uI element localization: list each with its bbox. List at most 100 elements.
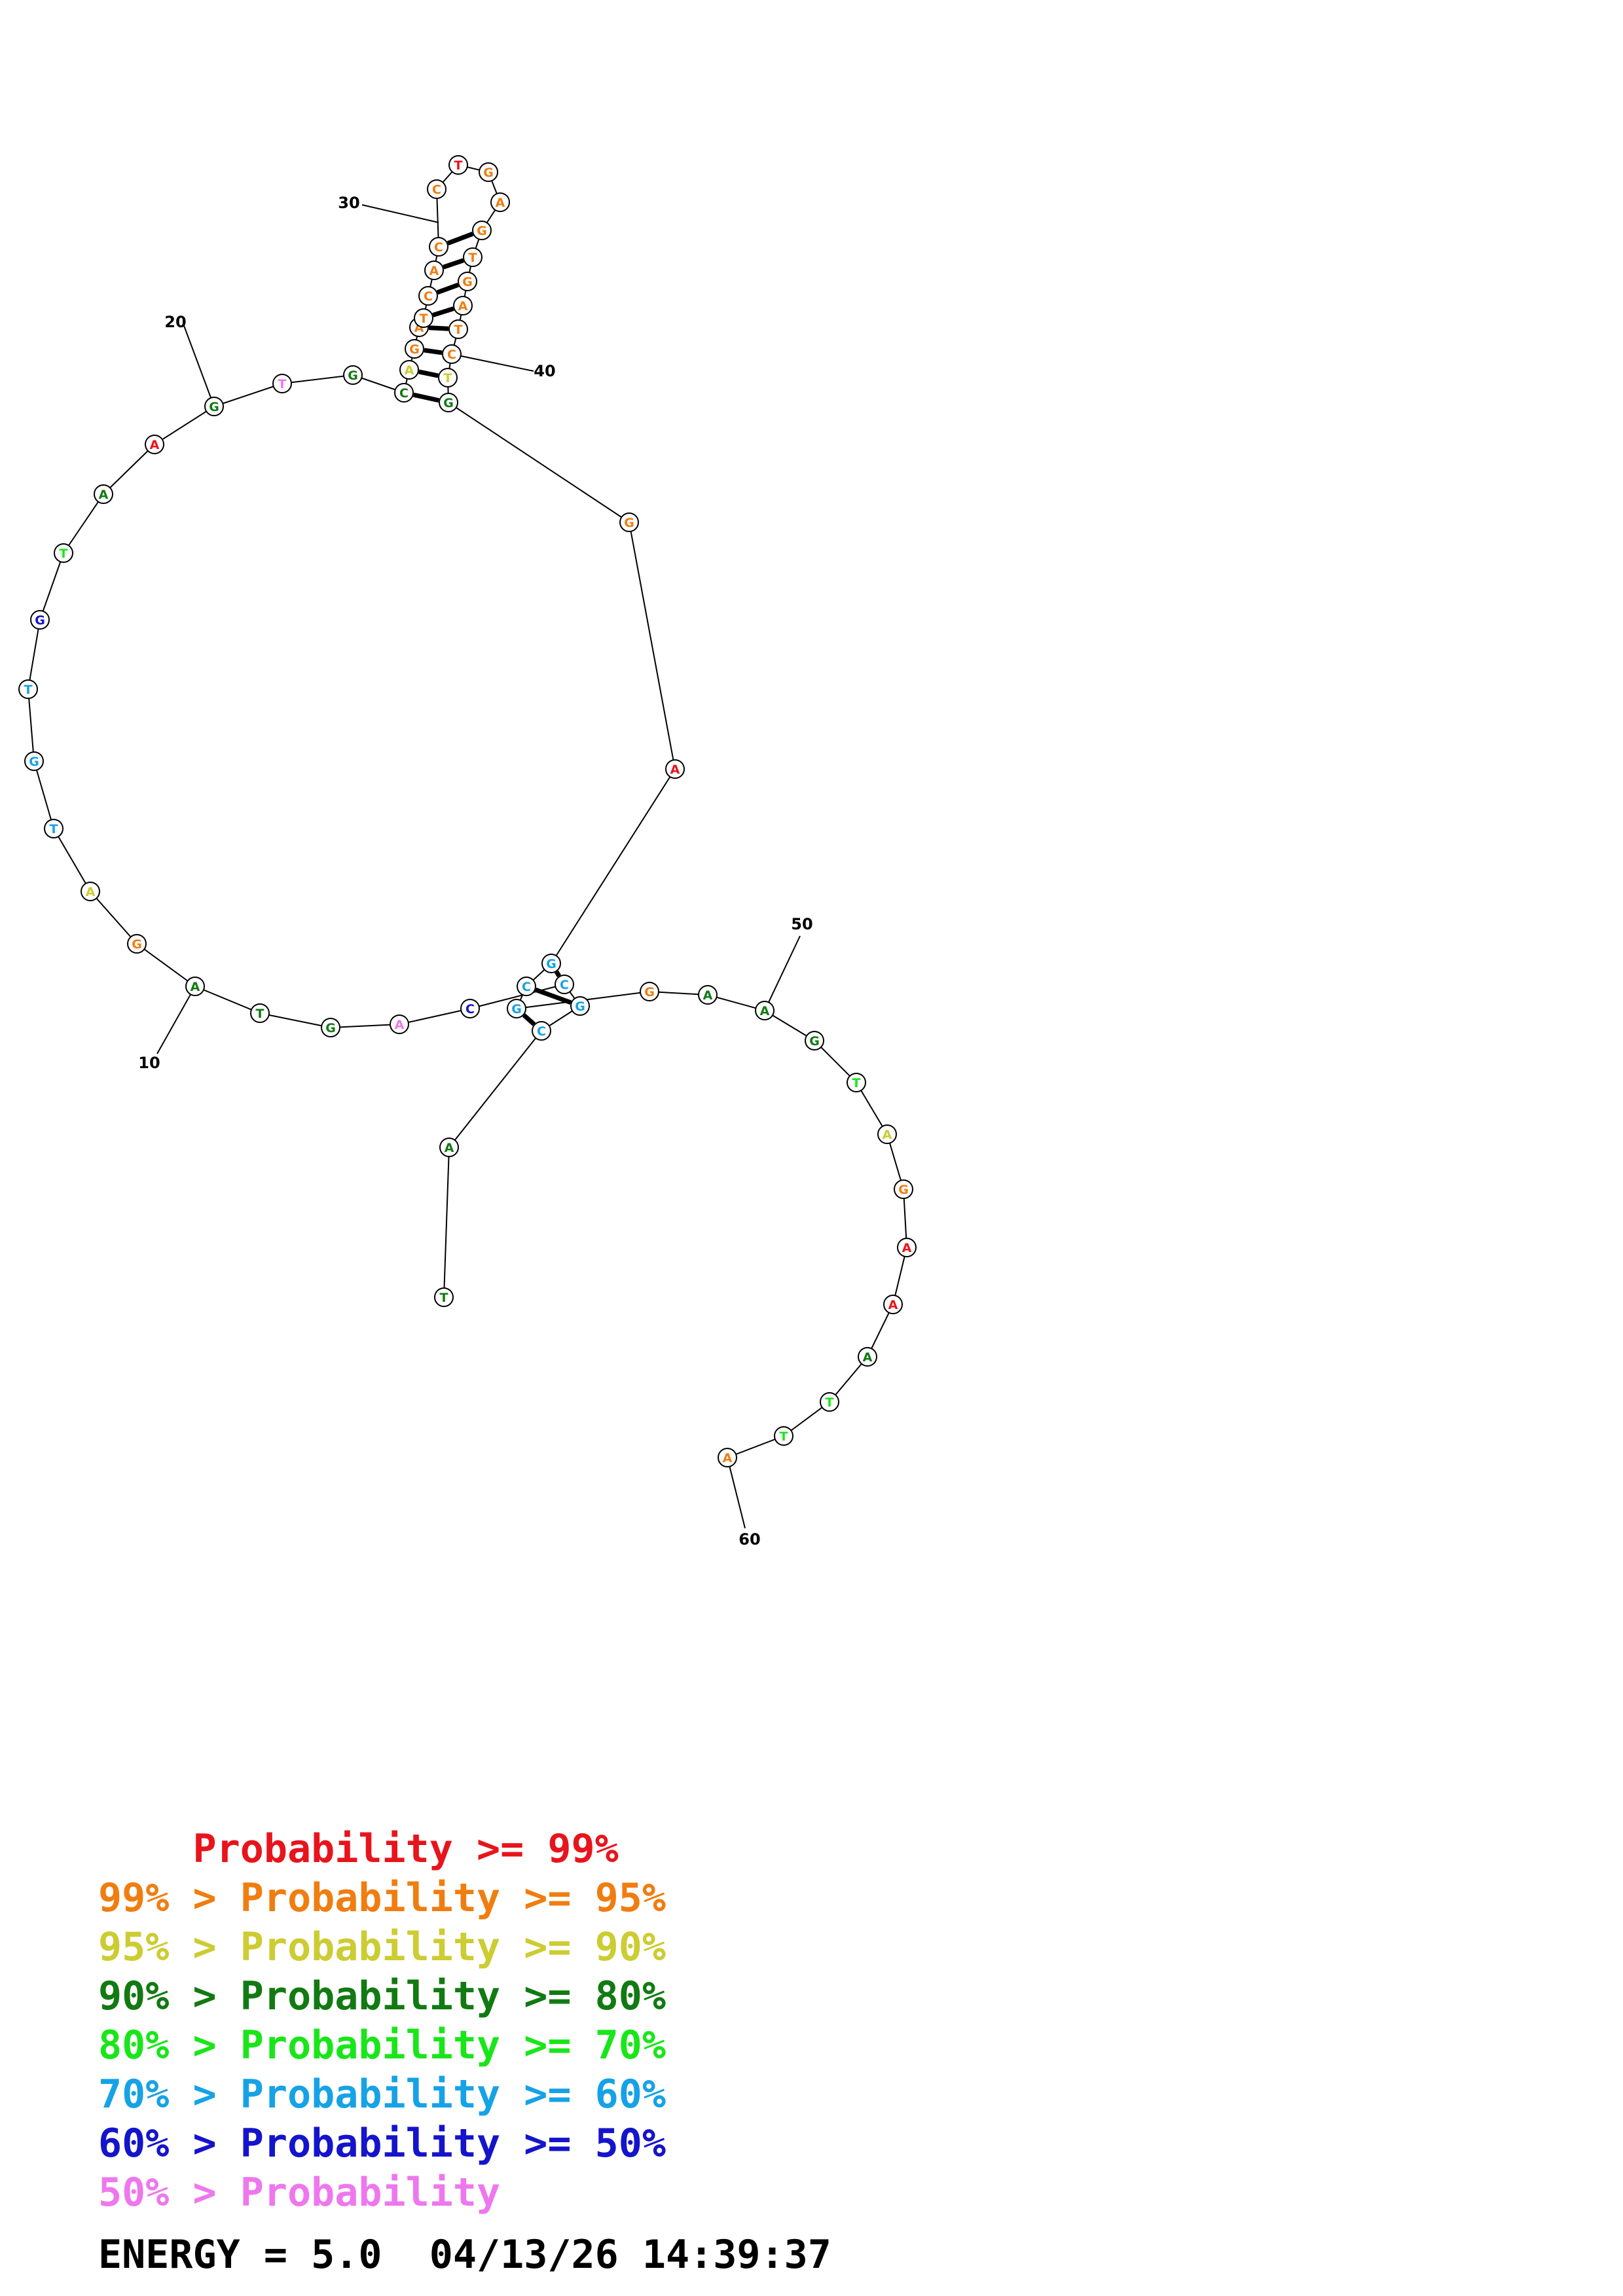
base-pair-bond bbox=[424, 348, 443, 355]
nucleotide-44: A bbox=[665, 759, 685, 779]
nucleotide-4: G bbox=[570, 996, 590, 1016]
nucleotide-16: G bbox=[30, 610, 50, 630]
svg-text:T: T bbox=[256, 1007, 264, 1021]
nucleotide-41: T bbox=[438, 368, 458, 387]
svg-text:G: G bbox=[477, 224, 487, 238]
svg-text:A: A bbox=[703, 988, 713, 1003]
nucleotide-37: G bbox=[458, 272, 477, 291]
backbone-segment bbox=[27, 689, 35, 762]
svg-text:A: A bbox=[902, 1241, 912, 1255]
svg-text:T: T bbox=[469, 251, 477, 265]
index-label: 20 bbox=[164, 313, 186, 331]
nucleotide-32: T bbox=[448, 155, 468, 175]
svg-text:C: C bbox=[399, 386, 409, 401]
base-pair-bond bbox=[443, 258, 464, 270]
svg-text:G: G bbox=[325, 1021, 336, 1035]
svg-text:G: G bbox=[443, 396, 454, 410]
svg-text:G: G bbox=[624, 516, 634, 530]
nucleotide-5: C bbox=[555, 975, 574, 994]
backbone-segment bbox=[856, 1082, 888, 1135]
svg-text:T: T bbox=[440, 1291, 448, 1305]
svg-text:A: A bbox=[405, 363, 414, 378]
nucleotide-39: T bbox=[448, 319, 468, 339]
nucleotide-1: T bbox=[434, 1287, 454, 1307]
nucleotide-23: C bbox=[394, 383, 414, 403]
nucleotide-53: A bbox=[877, 1124, 897, 1144]
svg-text:G: G bbox=[575, 999, 585, 1014]
nucleotide-6: C bbox=[460, 999, 480, 1018]
nucleotide-42: G bbox=[439, 393, 458, 412]
nucleotide-11: G bbox=[127, 934, 147, 954]
svg-text:A: A bbox=[429, 264, 439, 278]
backbone-segment bbox=[629, 522, 676, 770]
base-pair-bond bbox=[554, 970, 562, 978]
nucleotide-21: T bbox=[272, 374, 292, 393]
svg-text:T: T bbox=[444, 371, 452, 386]
base-pair-bond bbox=[534, 987, 572, 1005]
nucleotide-38: A bbox=[453, 296, 473, 315]
backbone bbox=[27, 164, 907, 1458]
svg-text:G: G bbox=[644, 985, 655, 999]
base-pair-bond bbox=[428, 325, 449, 331]
nucleotide-47: G bbox=[507, 999, 526, 1018]
base-pair-bond bbox=[432, 306, 454, 317]
svg-text:C: C bbox=[447, 348, 456, 362]
svg-text:G: G bbox=[809, 1034, 820, 1049]
nucleotide-50: A bbox=[755, 1001, 775, 1020]
legend-line: 70% > Probability >= 60% bbox=[98, 2072, 666, 2117]
index-tick bbox=[727, 1457, 746, 1529]
base-pair-bond bbox=[447, 232, 474, 245]
nucleotide-36: T bbox=[463, 247, 483, 267]
svg-text:T: T bbox=[278, 377, 287, 391]
backbone-segment bbox=[213, 383, 283, 407]
svg-text:A: A bbox=[458, 299, 468, 314]
index-ticks: 10 20 30 40 50 60 bbox=[138, 194, 812, 1549]
nucleotide-20: G bbox=[204, 397, 224, 416]
backbone-segment bbox=[39, 552, 64, 620]
backbone-segment bbox=[282, 374, 354, 384]
base-pair-bond bbox=[436, 282, 460, 295]
legend-line: 90% > Probability >= 80% bbox=[98, 1973, 666, 2019]
svg-text:A: A bbox=[99, 488, 109, 502]
nucleotide-28: C bbox=[418, 286, 438, 306]
svg-text:A: A bbox=[496, 196, 505, 210]
legend-line: 95% > Probability >= 90% bbox=[98, 1924, 666, 1970]
svg-text:T: T bbox=[50, 822, 58, 836]
nucleotide-30: C bbox=[429, 237, 448, 257]
svg-text:A: A bbox=[445, 1141, 454, 1155]
backbone-segment bbox=[63, 493, 104, 554]
index-label: 50 bbox=[791, 915, 812, 933]
nucleotide-18: A bbox=[94, 484, 113, 504]
backbone-segment bbox=[330, 1024, 400, 1028]
backbone-segment bbox=[136, 943, 196, 987]
nucleotide-54: G bbox=[894, 1179, 913, 1199]
nucleotide-51: G bbox=[805, 1031, 824, 1050]
svg-text:C: C bbox=[560, 978, 569, 992]
svg-text:G: G bbox=[29, 755, 39, 769]
index-tick bbox=[156, 986, 196, 1054]
nucleotide-3: C bbox=[532, 1021, 551, 1041]
base-pair-bond bbox=[418, 369, 439, 378]
svg-text:A: A bbox=[888, 1298, 898, 1312]
nucleotide-45: G bbox=[541, 954, 561, 973]
nucleotide-24: A bbox=[399, 360, 419, 380]
nucleotide-52: T bbox=[847, 1073, 866, 1092]
backbone-segment bbox=[814, 1040, 857, 1083]
energy-line: ENERGY = 5.0 04/13/26 14:39:37 bbox=[98, 2232, 831, 2278]
backbone-segment bbox=[53, 828, 91, 892]
svg-text:A: A bbox=[395, 1018, 405, 1032]
nucleotide-40: C bbox=[442, 344, 462, 364]
svg-text:T: T bbox=[826, 1395, 834, 1410]
nucleotide-59: T bbox=[774, 1426, 793, 1446]
svg-text:G: G bbox=[409, 342, 420, 357]
index-label: 40 bbox=[534, 362, 555, 380]
index-label: 30 bbox=[338, 194, 359, 212]
nucleotide-49: A bbox=[698, 985, 718, 1005]
legend-line: 50% > Probability bbox=[98, 2170, 501, 2215]
legend-line: 60% > Probability >= 50% bbox=[98, 2121, 666, 2166]
svg-text:T: T bbox=[454, 158, 463, 173]
nucleotide-35: G bbox=[472, 221, 492, 240]
nucleotide-9: T bbox=[250, 1003, 270, 1023]
svg-text:T: T bbox=[420, 312, 428, 326]
svg-text:C: C bbox=[465, 1002, 475, 1016]
